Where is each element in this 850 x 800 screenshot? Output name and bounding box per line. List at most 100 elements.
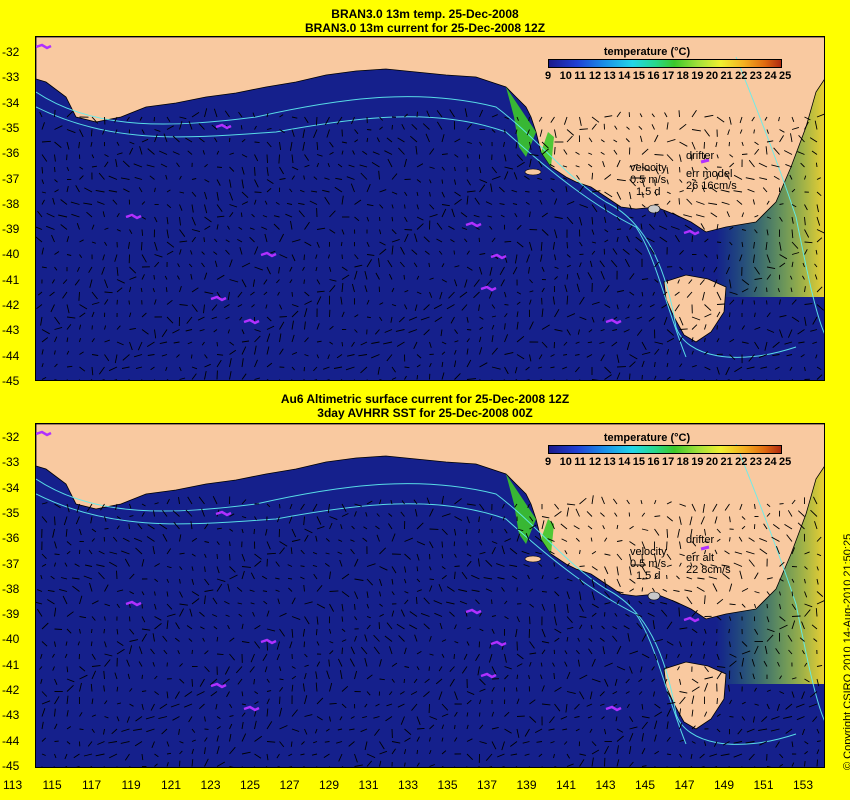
panel2-velocity-key: velocity 0.5 m/s 1.5 d (630, 546, 667, 582)
legend-tick: 12 (589, 70, 601, 82)
legend-ticks: 9 10 11 12 13 14 15 16 17 18 19 20 21 22 23 24 25 (548, 70, 788, 84)
lat-tick-label: -34 (2, 481, 19, 495)
legend-tick: 20 (706, 70, 718, 82)
legend-tick: 15 (633, 456, 645, 468)
panel2-temperature-legend: temperature (°C) 9 10 11 12 13 14 15 16 17 18 19 20… (512, 432, 782, 477)
legend-tick: 21 (721, 456, 733, 468)
lon-tick-label: 123 (201, 778, 221, 792)
drifter-label: drifter (686, 534, 731, 546)
panel1-drifter-key: drifter err model 26 16cm/s (686, 150, 737, 192)
legend-colorbar (548, 445, 782, 454)
legend-colorbar (548, 59, 782, 68)
velocity-time: 1.5 d (630, 186, 667, 198)
legend-tick: 13 (604, 70, 616, 82)
panel2-title-line1: Au6 Altimetric surface current for 25-De… (0, 392, 850, 406)
lat-tick-label: -38 (2, 582, 19, 596)
legend-tick: 20 (706, 456, 718, 468)
legend-tick: 14 (618, 70, 630, 82)
legend-tick: 23 (750, 456, 762, 468)
lon-tick-label: 151 (754, 778, 774, 792)
lat-tick-label: -40 (2, 632, 19, 646)
lon-tick-label: 113 (3, 778, 22, 792)
lon-tick-label: 137 (477, 778, 497, 792)
drifter-label: drifter (686, 150, 737, 162)
lon-tick-label: 153 (793, 778, 813, 792)
legend-tick: 22 (735, 456, 747, 468)
legend-tick: 16 (647, 70, 659, 82)
legend-tick: 21 (721, 70, 733, 82)
lon-tick-label: 133 (398, 778, 418, 792)
lon-tick-label: 127 (280, 778, 300, 792)
lon-tick-label: 115 (43, 778, 62, 792)
legend-tick: 10 (560, 70, 572, 82)
lat-tick-label: -36 (2, 531, 19, 545)
lon-tick-label: 145 (635, 778, 655, 792)
legend-ticks: 9 10 11 12 13 14 15 16 17 18 19 20 21 22 23 24 25 (548, 456, 788, 470)
legend-tick: 13 (604, 456, 616, 468)
legend-tick: 18 (677, 70, 689, 82)
lon-tick-label: 125 (240, 778, 260, 792)
lon-tick-label: 149 (714, 778, 734, 792)
err-label: err alt (686, 552, 731, 564)
velocity-label: velocity (630, 162, 667, 174)
err-values: 22 8cm/s (686, 564, 731, 576)
legend-title: temperature (°C) (512, 46, 782, 58)
legend-tick: 9 (545, 456, 551, 468)
panel1-title-line2: BRAN3.0 13m current for 25-Dec-2008 12Z (0, 21, 850, 35)
lat-tick-label: -39 (2, 607, 19, 621)
velocity-time: 1.5 d (630, 570, 667, 582)
legend-tick: 25 (779, 456, 791, 468)
panel1-title-line1: BRAN3.0 13m temp. 25-Dec-2008 (0, 7, 850, 21)
panel2-title-line2: 3day AVHRR SST for 25-Dec-2008 00Z (0, 406, 850, 420)
lat-tick-label: -42 (2, 683, 19, 697)
legend-tick: 12 (589, 456, 601, 468)
lon-tick-label: 147 (675, 778, 695, 792)
legend-tick: 11 (574, 70, 586, 82)
lon-tick-label: 121 (161, 778, 181, 792)
legend-tick: 14 (618, 456, 630, 468)
legend-title: temperature (°C) (512, 432, 782, 444)
lon-tick-label: 139 (517, 778, 537, 792)
err-values: 26 16cm/s (686, 180, 737, 192)
lon-tick-label: 143 (596, 778, 616, 792)
legend-tick: 22 (735, 70, 747, 82)
legend-tick: 24 (764, 456, 776, 468)
lat-tick-label: -33 (2, 455, 19, 469)
lat-tick-label: -37 (2, 557, 19, 571)
lon-tick-label: 135 (438, 778, 458, 792)
err-label: err model (686, 168, 737, 180)
legend-tick: 10 (560, 456, 572, 468)
copyright-note: © Copyright CSIRO 2010 14-Aug-2010 21:50… (826, 440, 846, 770)
legend-tick: 11 (574, 456, 586, 468)
legend-tick: 25 (779, 70, 791, 82)
velocity-scale: 0.5 m/s (630, 558, 667, 570)
panel2-drifter-key: drifter err alt 22 8cm/s (686, 534, 731, 576)
legend-tick: 19 (691, 70, 703, 82)
velocity-scale: 0.5 m/s (630, 174, 667, 186)
panel1-velocity-key: velocity 0.5 m/s 1.5 d (630, 162, 667, 198)
legend-tick: 17 (662, 456, 674, 468)
lat-tick-label: -35 (2, 506, 19, 520)
lat-tick-label: -45 (2, 759, 19, 773)
legend-tick: 24 (764, 70, 776, 82)
legend-tick: 19 (691, 456, 703, 468)
velocity-label: velocity (630, 546, 667, 558)
legend-tick: 17 (662, 70, 674, 82)
lat-tick-label: -43 (2, 708, 19, 722)
lon-tick-label: 131 (359, 778, 379, 792)
legend-tick: 9 (545, 70, 551, 82)
lat-tick-label: -32 (2, 430, 19, 444)
lon-tick-label: 119 (122, 778, 141, 792)
legend-tick: 15 (633, 70, 645, 82)
panel1-temperature-legend: temperature (°C) 9 10 11 12 13 14 15 16 17 18 19 20… (512, 46, 782, 91)
lon-tick-label: 129 (319, 778, 339, 792)
legend-tick: 16 (647, 456, 659, 468)
lat-tick-label: -41 (2, 658, 19, 672)
copyright-text: © Copyright CSIRO 2010 14-Aug-2010 21:50… (842, 534, 850, 770)
lat-tick-label: -44 (2, 734, 19, 748)
legend-tick: 18 (677, 456, 689, 468)
lon-tick-label: 117 (82, 778, 101, 792)
legend-tick: 23 (750, 70, 762, 82)
lon-tick-label: 141 (556, 778, 576, 792)
panel2-lat-axis: -32 -33 -34 -35 -36 -37 -38 -39 -40 -41 -42 -43 -44 -… (2, 0, 32, 800)
